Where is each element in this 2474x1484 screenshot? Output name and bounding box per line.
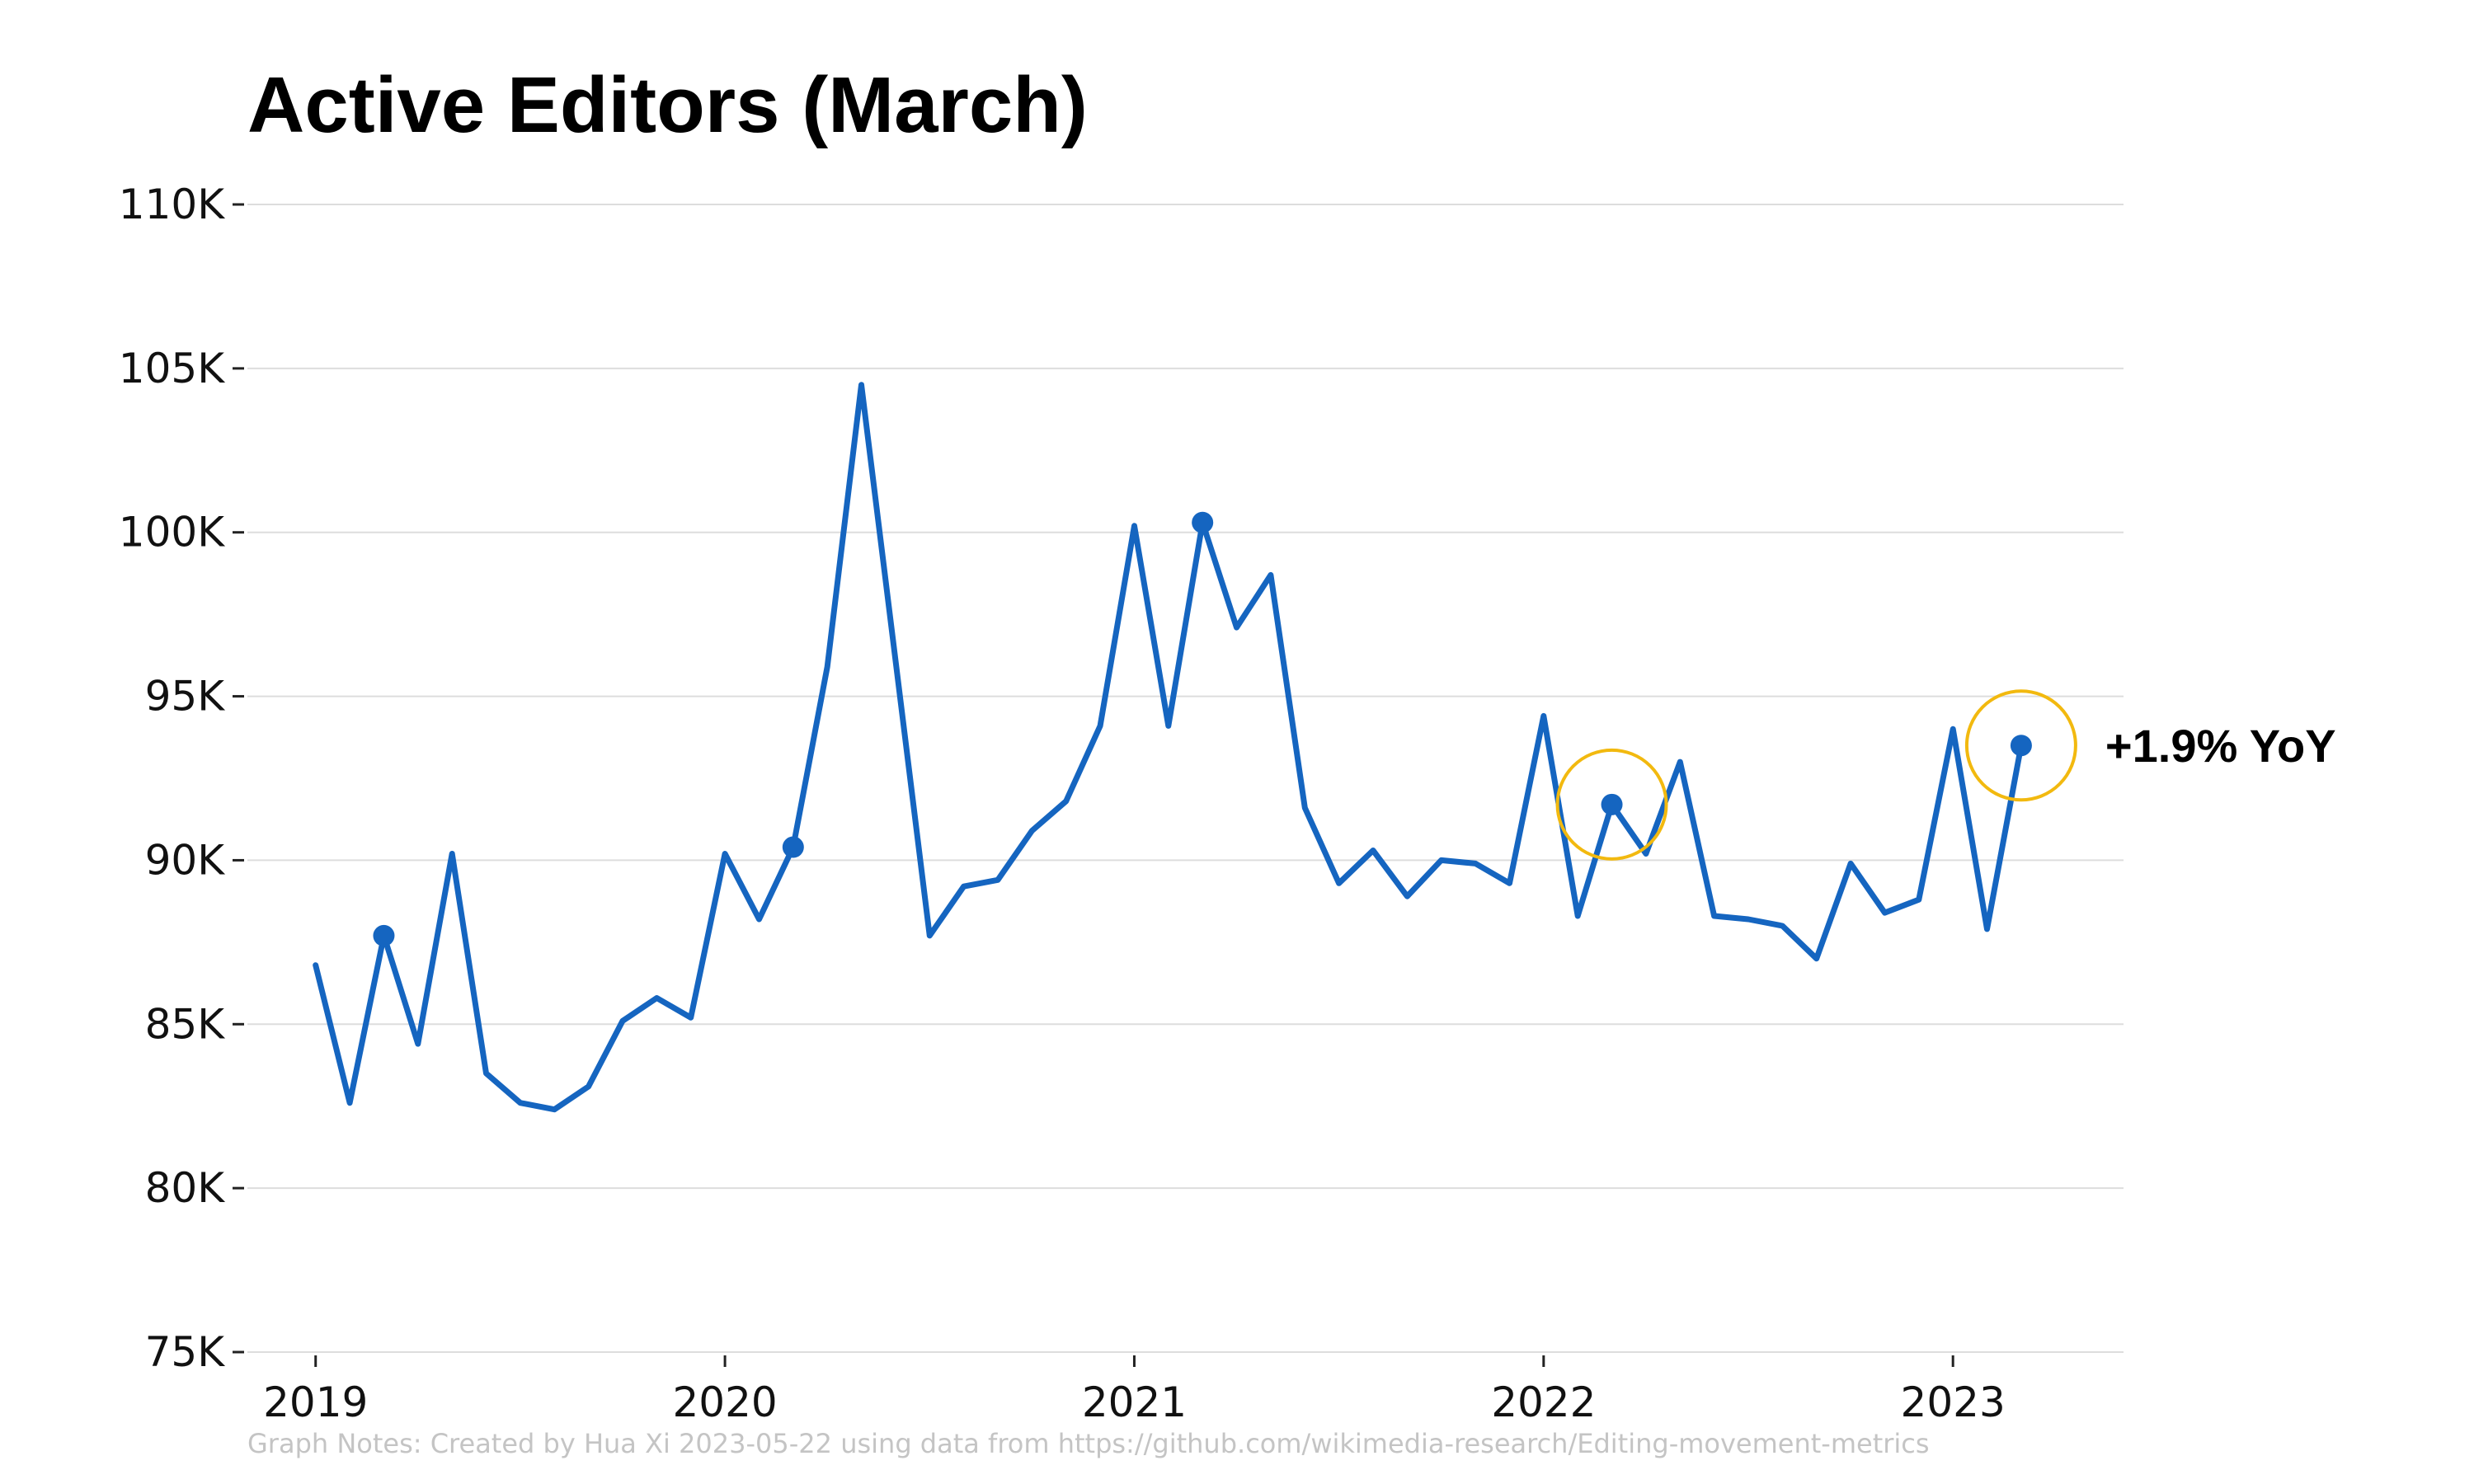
series-plot: [313, 382, 2025, 1113]
y-tick-label: 85K: [145, 1000, 226, 1048]
highlight-ring: [1555, 748, 1668, 861]
march-point: [2010, 735, 2032, 757]
x-tick-label: 2019: [263, 1378, 368, 1426]
march-point: [1601, 793, 1623, 815]
x-tick-label: 2021: [1082, 1378, 1187, 1426]
y-tick-label: 105K: [119, 345, 225, 392]
march-markers: [373, 511, 2032, 946]
march-point: [1192, 511, 1214, 533]
y-tick-label: 95K: [145, 673, 226, 721]
y-tick-label: 110K: [119, 181, 225, 228]
axes: 75K 80K 85K 90K 95K 100K 105K 110K 2019 2020 2021 2…: [119, 181, 2006, 1426]
y-tick-label: 75K: [145, 1328, 226, 1376]
y-tick-label: 80K: [145, 1164, 226, 1212]
active-editors-line: [313, 382, 2025, 1113]
graph-notes: Graph Notes: Created by Hua Xi 2023-05-2…: [247, 1428, 1930, 1459]
x-tick-label: 2023: [1901, 1378, 2006, 1426]
x-tick-label: 2020: [672, 1378, 777, 1426]
gridlines: [247, 204, 2124, 1353]
yoy-annotation: +1.9% YoY: [2105, 720, 2336, 772]
y-tick-label: 90K: [145, 836, 226, 884]
annotations: +1.9% YoY: [1555, 689, 2336, 861]
march-point: [782, 836, 804, 858]
x-tick-label: 2022: [1491, 1378, 1596, 1426]
march-point: [373, 924, 395, 946]
highlight-ring: [1964, 689, 2077, 802]
chart-title: Active Editors (March): [247, 61, 1088, 149]
y-tick-label: 100K: [119, 509, 225, 556]
